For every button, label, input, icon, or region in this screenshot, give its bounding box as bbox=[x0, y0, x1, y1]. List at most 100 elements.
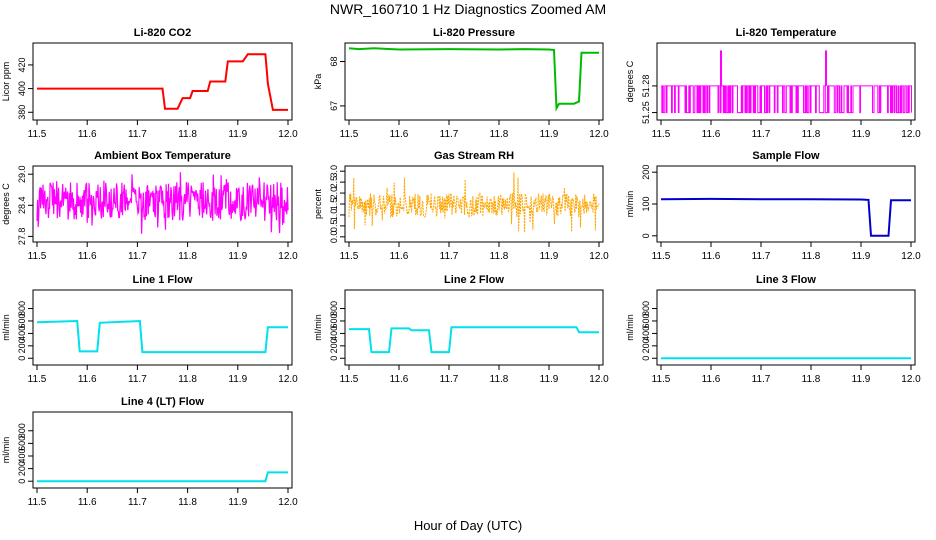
x-tick-label: 12.0 bbox=[278, 129, 298, 140]
x-tick-label: 11.6 bbox=[390, 374, 409, 385]
x-tick-label: 12.0 bbox=[278, 251, 298, 262]
x-tick-label: 11.5 bbox=[652, 374, 671, 385]
y-tick-label: 800 bbox=[17, 423, 27, 438]
y-tick-label: 800 bbox=[17, 301, 27, 316]
x-tick-label: 11.9 bbox=[540, 251, 559, 262]
y-tick-label: 1.0 bbox=[329, 209, 339, 222]
x-tick-label: 11.8 bbox=[802, 129, 821, 140]
panel-title: Line 1 Flow bbox=[133, 274, 193, 286]
x-tick-label: 11.7 bbox=[440, 129, 459, 140]
x-tick-label: 12.0 bbox=[589, 129, 609, 140]
y-tick-label: 0.0 bbox=[329, 231, 339, 244]
y-tick-label: 380 bbox=[17, 105, 27, 120]
x-tick-label: 11.7 bbox=[752, 374, 771, 385]
series-line bbox=[660, 197, 911, 237]
panel-title: Li-820 Temperature bbox=[736, 27, 837, 39]
x-tick-label: 11.9 bbox=[852, 251, 871, 262]
figure-title: NWR_160710 1 Hz Diagnostics Zoomed AM bbox=[329, 1, 607, 17]
x-tick-label: 11.8 bbox=[802, 374, 821, 385]
x-tick-label: 11.5 bbox=[28, 129, 47, 140]
x-tick-label: 12.0 bbox=[901, 129, 921, 140]
x-tick-label: 11.7 bbox=[128, 129, 147, 140]
y-tick-label: 0 bbox=[17, 356, 27, 361]
x-tick-label: 11.8 bbox=[490, 129, 509, 140]
x-tick-label: 11.6 bbox=[702, 129, 721, 140]
y-tick-label: 800 bbox=[641, 301, 651, 316]
panel-frame bbox=[32, 165, 293, 243]
x-tick-label: 11.6 bbox=[78, 129, 97, 140]
y-tick-label: 2.0 bbox=[329, 187, 339, 200]
y-tick-label: 600 bbox=[17, 436, 27, 451]
x-tick-label: 11.5 bbox=[340, 374, 359, 385]
x-tick-label: 11.5 bbox=[652, 251, 671, 262]
panel-title: Gas Stream RH bbox=[434, 150, 514, 162]
y-tick-label: 51.28 bbox=[641, 75, 651, 98]
x-tick-label: 11.8 bbox=[178, 497, 197, 508]
y-axis-label: percent bbox=[313, 188, 323, 219]
x-tick-label: 11.8 bbox=[490, 251, 509, 262]
y-axis-label: ml/min bbox=[1, 314, 11, 341]
y-tick-label: 800 bbox=[329, 301, 339, 316]
y-tick-label: 0 bbox=[329, 356, 339, 361]
x-tick-label: 11.6 bbox=[702, 374, 721, 385]
y-axis-label: degrees C bbox=[1, 183, 11, 225]
panel-title: Li-820 CO2 bbox=[134, 27, 191, 39]
panel-frame bbox=[344, 289, 604, 366]
x-tick-label: 11.7 bbox=[440, 251, 459, 262]
x-tick-label: 11.7 bbox=[128, 251, 147, 262]
x-tick-label: 11.5 bbox=[28, 251, 47, 262]
panel-title: Ambient Box Temperature bbox=[94, 150, 231, 162]
y-axis-label: ml/min bbox=[313, 314, 323, 341]
series-line bbox=[660, 85, 912, 114]
x-tick-label: 12.0 bbox=[901, 374, 921, 385]
x-tick-label: 11.7 bbox=[128, 497, 147, 508]
panel-frame bbox=[344, 42, 604, 121]
y-tick-label: 28.4 bbox=[17, 197, 27, 215]
x-tick-label: 11.9 bbox=[228, 251, 247, 262]
y-axis-label: Licor ppm bbox=[1, 62, 11, 102]
y-tick-label: 2.5 bbox=[329, 176, 339, 189]
panel-frame bbox=[32, 42, 293, 121]
x-tick-label: 11.8 bbox=[178, 129, 197, 140]
y-tick-label: 400 bbox=[641, 326, 651, 341]
y-axis-label: degrees C bbox=[625, 60, 635, 102]
y-tick-label: 200 bbox=[329, 338, 339, 353]
x-tick-label: 11.6 bbox=[702, 251, 721, 262]
y-tick-label: 600 bbox=[641, 313, 651, 328]
y-tick-label: 68 bbox=[329, 57, 339, 67]
x-tick-label: 11.7 bbox=[752, 129, 771, 140]
x-tick-label: 11.9 bbox=[852, 129, 871, 140]
series-line bbox=[348, 172, 600, 233]
series-line bbox=[36, 319, 288, 354]
x-tick-label: 11.6 bbox=[390, 251, 409, 262]
y-tick-label: 400 bbox=[17, 326, 27, 341]
x-tick-label: 11.6 bbox=[78, 251, 97, 262]
x-tick-label: 11.5 bbox=[652, 129, 671, 140]
x-tick-label: 11.6 bbox=[390, 129, 409, 140]
panel-title: Line 4 (LT) Flow bbox=[121, 396, 204, 408]
y-tick-label: 29.0 bbox=[17, 165, 27, 183]
x-tick-label: 11.5 bbox=[340, 129, 359, 140]
x-tick-label: 11.6 bbox=[78, 497, 97, 508]
series-line bbox=[37, 53, 288, 111]
x-tick-label: 12.0 bbox=[278, 374, 298, 385]
y-tick-label: 200 bbox=[641, 338, 651, 353]
x-tick-label: 11.9 bbox=[540, 374, 559, 385]
series-line bbox=[349, 326, 599, 354]
y-tick-label: 400 bbox=[17, 448, 27, 463]
y-axis-label: ml/min bbox=[625, 314, 635, 341]
x-tick-label: 12.0 bbox=[278, 497, 298, 508]
panel-frame bbox=[32, 411, 293, 489]
panel-title: Sample Flow bbox=[752, 150, 820, 162]
panel-frame bbox=[32, 289, 293, 366]
x-tick-label: 11.8 bbox=[178, 251, 197, 262]
y-tick-label: 100 bbox=[641, 196, 651, 211]
x-tick-label: 11.7 bbox=[440, 374, 459, 385]
y-tick-label: 27.8 bbox=[17, 228, 27, 246]
x-tick-label: 11.9 bbox=[540, 129, 559, 140]
x-tick-label: 11.5 bbox=[340, 251, 359, 262]
x-tick-label: 11.6 bbox=[78, 374, 97, 385]
y-tick-label: 1.5 bbox=[329, 198, 339, 211]
y-tick-label: 600 bbox=[17, 313, 27, 328]
